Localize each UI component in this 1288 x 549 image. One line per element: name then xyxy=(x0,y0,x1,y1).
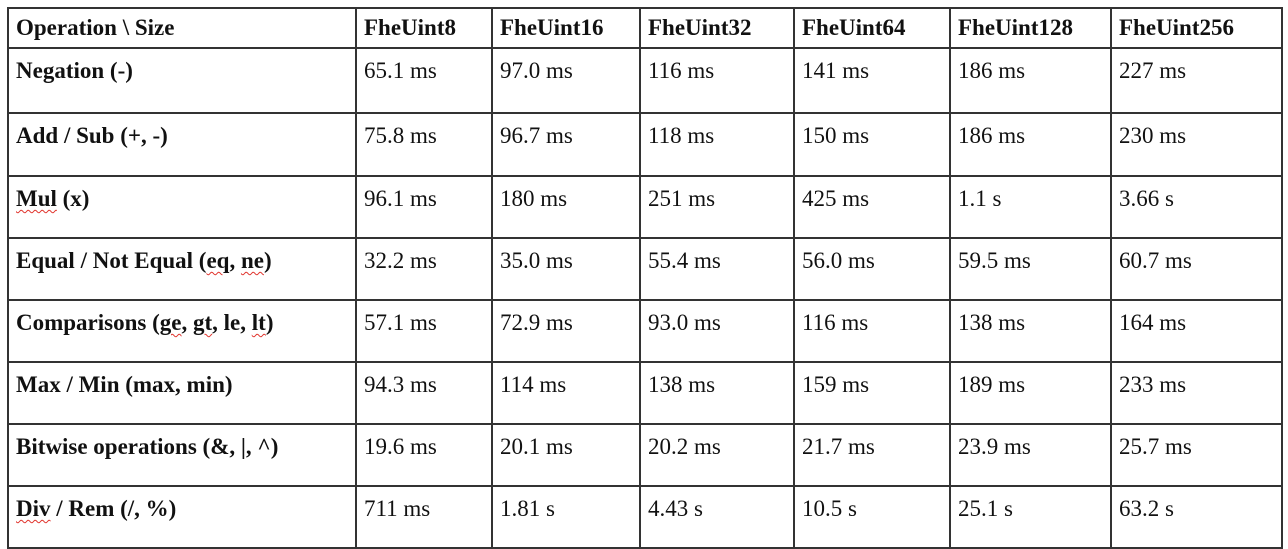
operation-cell: Equal / Not Equal (eq, ne) xyxy=(7,237,357,301)
operation-text: , xyxy=(181,310,193,335)
value-cell-fheuint16: 72.9 ms xyxy=(491,299,641,363)
value-cell-fheuint64: 56.0 ms xyxy=(793,237,951,301)
header-fheuint256: FheUint256 xyxy=(1110,7,1283,49)
operation-text: Bitwise operations (&, |, ^) xyxy=(16,434,279,459)
operation-cell: Div / Rem (/, %) xyxy=(7,485,357,549)
value-cell-fheuint64: 425 ms xyxy=(793,175,951,239)
operation-text: Negation (-) xyxy=(16,58,133,83)
value-cell-fheuint16: 96.7 ms xyxy=(491,112,641,177)
value-cell-fheuint64: 21.7 ms xyxy=(793,423,951,487)
value-cell-fheuint16: 1.81 s xyxy=(491,485,641,549)
operation-text: Equal / Not Equal ( xyxy=(16,248,207,273)
spellcheck-flagged-text: ge xyxy=(159,310,182,335)
value-cell-fheuint128: 186 ms xyxy=(949,112,1112,177)
table-row: Mul (x) 96.1 ms 180 ms 251 ms 425 ms 1.1 s 3.6… xyxy=(7,175,1283,239)
value-cell-fheuint16: 114 ms xyxy=(491,361,641,425)
table-row: Negation (-) 65.1 ms 97.0 ms 116 ms 141 ms 18… xyxy=(7,47,1283,114)
operation-cell: Add / Sub (+, -) xyxy=(7,112,357,177)
value-cell-fheuint32: 116 ms xyxy=(639,47,795,114)
value-cell-fheuint8: 94.3 ms xyxy=(355,361,493,425)
value-cell-fheuint256: 164 ms xyxy=(1110,299,1283,363)
operation-cell: Max / Min (max, min) xyxy=(7,361,357,425)
operation-text: ) xyxy=(263,248,272,273)
operation-text: , xyxy=(229,248,241,273)
operation-cell: Comparisons (ge, gt, le, lt) xyxy=(7,299,357,363)
value-cell-fheuint128: 23.9 ms xyxy=(949,423,1112,487)
value-cell-fheuint8: 711 ms xyxy=(355,485,493,549)
operation-cell: Mul (x) xyxy=(7,175,357,239)
value-cell-fheuint64: 150 ms xyxy=(793,112,951,177)
spellcheck-flagged-text: Mul xyxy=(16,186,57,211)
value-cell-fheuint64: 141 ms xyxy=(793,47,951,114)
value-cell-fheuint32: 251 ms xyxy=(639,175,795,239)
value-cell-fheuint256: 233 ms xyxy=(1110,361,1283,425)
value-cell-fheuint8: 65.1 ms xyxy=(355,47,493,114)
header-row: Operation \ Size FheUint8 FheUint16 FheU… xyxy=(7,7,1283,49)
value-cell-fheuint256: 3.66 s xyxy=(1110,175,1283,239)
operation-text: Max / Min (max, min) xyxy=(16,372,233,397)
operation-text: Add / Sub (+, -) xyxy=(16,123,168,148)
operation-cell: Negation (-) xyxy=(7,47,357,114)
value-cell-fheuint32: 93.0 ms xyxy=(639,299,795,363)
value-cell-fheuint256: 63.2 s xyxy=(1110,485,1283,549)
value-cell-fheuint32: 118 ms xyxy=(639,112,795,177)
value-cell-fheuint64: 116 ms xyxy=(793,299,951,363)
table-row: Div / Rem (/, %) 711 ms 1.81 s 4.43 s 10.5 s… xyxy=(7,485,1283,549)
spellcheck-flagged-text: Div xyxy=(16,496,51,521)
value-cell-fheuint128: 189 ms xyxy=(949,361,1112,425)
table-row: Max / Min (max, min) 94.3 ms 114 ms 138 ms 1… xyxy=(7,361,1283,425)
value-cell-fheuint32: 138 ms xyxy=(639,361,795,425)
value-cell-fheuint8: 32.2 ms xyxy=(355,237,493,301)
value-cell-fheuint64: 10.5 s xyxy=(793,485,951,549)
table-row: Comparisons (ge, gt, le, lt) 57.1 ms 72.9 … xyxy=(7,299,1283,363)
value-cell-fheuint32: 20.2 ms xyxy=(639,423,795,487)
operation-cell: Bitwise operations (&, |, ^) xyxy=(7,423,357,487)
benchmark-table: Operation \ Size FheUint8 FheUint16 FheU… xyxy=(7,7,1283,549)
operation-text: Comparisons ( xyxy=(16,310,160,335)
value-cell-fheuint128: 59.5 ms xyxy=(949,237,1112,301)
value-cell-fheuint256: 25.7 ms xyxy=(1110,423,1283,487)
value-cell-fheuint256: 230 ms xyxy=(1110,112,1283,177)
spellcheck-flagged-text: gt xyxy=(192,310,213,335)
value-cell-fheuint128: 138 ms xyxy=(949,299,1112,363)
table-row: Add / Sub (+, -) 75.8 ms 96.7 ms 118 ms 150 … xyxy=(7,112,1283,177)
value-cell-fheuint8: 19.6 ms xyxy=(355,423,493,487)
operation-text: ) xyxy=(265,310,274,335)
header-fheuint32: FheUint32 xyxy=(639,7,795,49)
value-cell-fheuint256: 60.7 ms xyxy=(1110,237,1283,301)
spellcheck-flagged-text: lt xyxy=(251,310,266,335)
operation-text: , le, xyxy=(212,310,252,335)
value-cell-fheuint16: 180 ms xyxy=(491,175,641,239)
value-cell-fheuint64: 159 ms xyxy=(793,361,951,425)
value-cell-fheuint128: 25.1 s xyxy=(949,485,1112,549)
operation-text: (x) xyxy=(56,186,90,211)
header-fheuint8: FheUint8 xyxy=(355,7,493,49)
value-cell-fheuint32: 4.43 s xyxy=(639,485,795,549)
value-cell-fheuint16: 20.1 ms xyxy=(491,423,641,487)
header-operation-size: Operation \ Size xyxy=(7,7,357,49)
value-cell-fheuint16: 97.0 ms xyxy=(491,47,641,114)
value-cell-fheuint32: 55.4 ms xyxy=(639,237,795,301)
operation-text: / Rem (/, %) xyxy=(50,496,177,521)
value-cell-fheuint8: 57.1 ms xyxy=(355,299,493,363)
table-row: Bitwise operations (&, |, ^) 19.6 ms 20.1 … xyxy=(7,423,1283,487)
spellcheck-flagged-text: ne xyxy=(240,248,264,273)
header-fheuint128: FheUint128 xyxy=(949,7,1112,49)
header-fheuint16: FheUint16 xyxy=(491,7,641,49)
value-cell-fheuint128: 186 ms xyxy=(949,47,1112,114)
value-cell-fheuint8: 75.8 ms xyxy=(355,112,493,177)
spellcheck-flagged-text: eq xyxy=(206,248,230,273)
value-cell-fheuint16: 35.0 ms xyxy=(491,237,641,301)
header-fheuint64: FheUint64 xyxy=(793,7,951,49)
value-cell-fheuint256: 227 ms xyxy=(1110,47,1283,114)
table-row: Equal / Not Equal (eq, ne) 32.2 ms 35.0 ms… xyxy=(7,237,1283,301)
value-cell-fheuint8: 96.1 ms xyxy=(355,175,493,239)
value-cell-fheuint128: 1.1 s xyxy=(949,175,1112,239)
